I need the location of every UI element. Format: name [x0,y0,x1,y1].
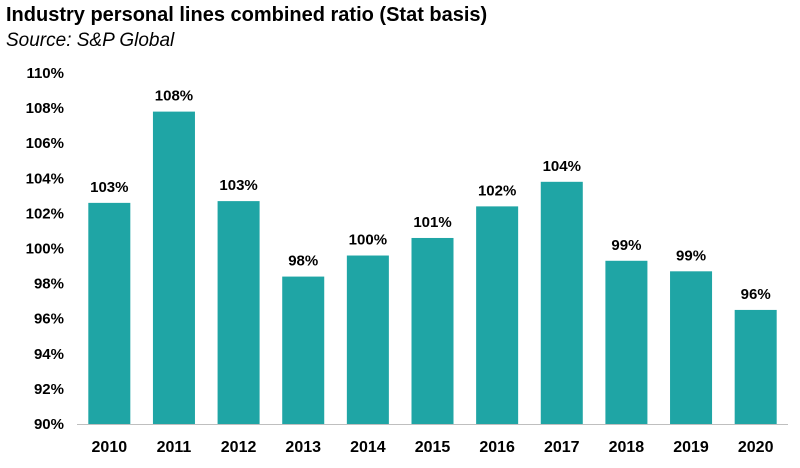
data-labels: 103% 108% 103% 98% 100% 101% 102% 104% 99% 99% 96% [90,88,771,303]
bars [88,111,777,425]
y-tick-label: 102% [26,205,64,222]
y-tick-label: 98% [34,276,64,293]
y-tick-label: 104% [26,170,64,187]
chart-subtitle: Source: S&P Global [6,30,175,51]
y-tick-label: 108% [26,100,64,117]
bar-2012 [217,201,260,424]
x-tick-label: 2019 [673,439,709,456]
x-tick-label: 2011 [157,439,192,456]
x-tick-label: 2016 [479,439,515,456]
bar-2010 [88,202,131,424]
x-tick-label: 2014 [350,439,386,456]
data-label: 99% [611,237,641,254]
data-label: 104% [543,158,581,175]
y-tick-label: 92% [34,381,64,398]
data-label: 108% [155,88,193,105]
x-axis: 2010 2011 2012 2013 2014 2015 2016 2017 2018 2019… [77,424,788,456]
y-tick-label: 96% [34,311,64,328]
bar-2019 [670,271,713,424]
bar-2020 [734,309,777,424]
y-tick-label: 106% [26,135,64,152]
bar-2017 [540,181,583,424]
x-tick-label: 2017 [544,439,580,456]
x-tick-label: 2015 [415,439,451,456]
bar-2018 [605,260,648,424]
bar-2013 [282,276,325,424]
y-tick-label: 94% [34,346,64,363]
y-tick-label: 100% [26,241,64,258]
chart-title: Industry personal lines combined ratio (… [6,4,488,26]
x-tick-label: 2012 [221,439,257,456]
data-label: 102% [478,182,516,199]
bar-2014 [346,255,389,424]
data-label: 96% [741,286,771,303]
x-tick-label: 2013 [285,439,321,456]
data-label: 99% [676,247,706,264]
y-axis: 90% 92% 94% 96% 98% 100% 102% 104% 106% 108% 110% [26,65,64,433]
x-tick-label: 2018 [609,439,645,456]
x-tick-label: 2020 [738,439,774,456]
data-label: 98% [288,253,318,270]
data-label: 103% [90,179,128,196]
y-tick-label: 110% [26,65,64,82]
data-label: 101% [413,214,451,231]
x-tick-label: 2010 [92,439,128,456]
bar-2016 [476,206,519,424]
data-label: 100% [349,232,387,249]
bar-2015 [411,237,454,424]
bar-2011 [152,111,195,425]
data-label: 103% [219,177,257,194]
y-tick-label: 90% [34,416,64,433]
